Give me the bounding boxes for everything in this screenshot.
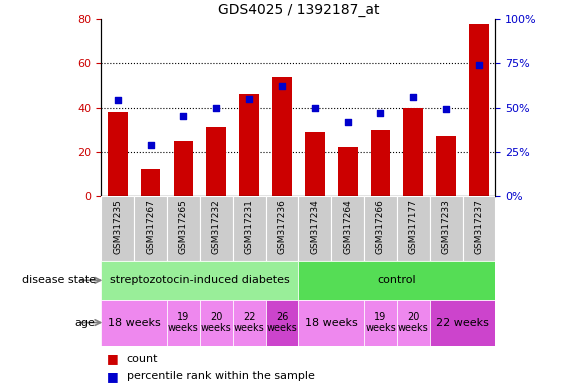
Text: GSM317236: GSM317236 — [278, 199, 287, 254]
Bar — [167, 300, 200, 346]
Text: 18 weeks: 18 weeks — [305, 318, 358, 328]
Text: ■: ■ — [107, 353, 119, 366]
Bar — [338, 147, 358, 196]
Point — [409, 94, 418, 100]
Bar — [200, 196, 233, 261]
Bar — [108, 112, 128, 196]
Text: GSM317234: GSM317234 — [310, 199, 319, 254]
Bar — [233, 196, 266, 261]
Point — [146, 142, 155, 148]
Text: 20
weeks: 20 weeks — [398, 312, 428, 333]
Bar — [101, 196, 134, 261]
Text: 26
weeks: 26 weeks — [267, 312, 297, 333]
Text: disease state: disease state — [21, 275, 96, 285]
Text: GSM317266: GSM317266 — [376, 199, 385, 254]
Text: control: control — [378, 275, 416, 285]
Point — [212, 104, 221, 111]
Text: 20
weeks: 20 weeks — [201, 312, 231, 333]
Bar — [430, 300, 495, 346]
Bar — [436, 136, 456, 196]
Bar — [239, 94, 259, 196]
Point — [244, 96, 253, 102]
Text: GSM317235: GSM317235 — [113, 199, 122, 254]
Bar — [101, 261, 298, 300]
Bar — [404, 108, 423, 196]
Point — [310, 104, 319, 111]
Point — [475, 62, 484, 68]
Point — [113, 98, 122, 104]
Bar — [397, 196, 430, 261]
Text: GSM317177: GSM317177 — [409, 199, 418, 254]
Text: 19
weeks: 19 weeks — [365, 312, 396, 333]
Text: percentile rank within the sample: percentile rank within the sample — [127, 371, 315, 381]
Text: 18 weeks: 18 weeks — [108, 318, 160, 328]
Title: GDS4025 / 1392187_at: GDS4025 / 1392187_at — [218, 3, 379, 17]
Bar — [331, 196, 364, 261]
Point — [343, 119, 352, 125]
Bar — [397, 300, 430, 346]
Bar — [200, 300, 233, 346]
Text: GSM317267: GSM317267 — [146, 199, 155, 254]
Bar — [430, 196, 463, 261]
Text: GSM317231: GSM317231 — [245, 199, 253, 254]
Text: ■: ■ — [107, 370, 119, 383]
Bar — [463, 196, 495, 261]
Text: GSM317265: GSM317265 — [179, 199, 188, 254]
Text: age: age — [75, 318, 96, 328]
Bar — [233, 300, 266, 346]
Text: GSM317264: GSM317264 — [343, 199, 352, 254]
Bar — [266, 300, 298, 346]
Point — [441, 106, 450, 113]
Text: 22
weeks: 22 weeks — [234, 312, 265, 333]
Bar — [298, 261, 495, 300]
Bar — [469, 24, 489, 196]
Text: 22 weeks: 22 weeks — [436, 318, 489, 328]
Text: count: count — [127, 354, 158, 364]
Bar — [266, 196, 298, 261]
Bar — [298, 196, 331, 261]
Bar — [272, 77, 292, 196]
Point — [376, 110, 385, 116]
Bar — [173, 141, 193, 196]
Text: streptozotocin-induced diabetes: streptozotocin-induced diabetes — [110, 275, 290, 285]
Bar — [364, 300, 397, 346]
Bar — [370, 130, 390, 196]
Bar — [207, 127, 226, 196]
Text: 19
weeks: 19 weeks — [168, 312, 199, 333]
Bar — [364, 196, 397, 261]
Point — [278, 83, 287, 89]
Bar — [101, 300, 167, 346]
Text: GSM317233: GSM317233 — [442, 199, 450, 254]
Bar — [298, 300, 364, 346]
Bar — [141, 169, 160, 196]
Bar — [134, 196, 167, 261]
Point — [179, 113, 188, 119]
Bar — [305, 132, 325, 196]
Text: GSM317232: GSM317232 — [212, 199, 221, 254]
Bar — [167, 196, 200, 261]
Text: GSM317237: GSM317237 — [475, 199, 484, 254]
